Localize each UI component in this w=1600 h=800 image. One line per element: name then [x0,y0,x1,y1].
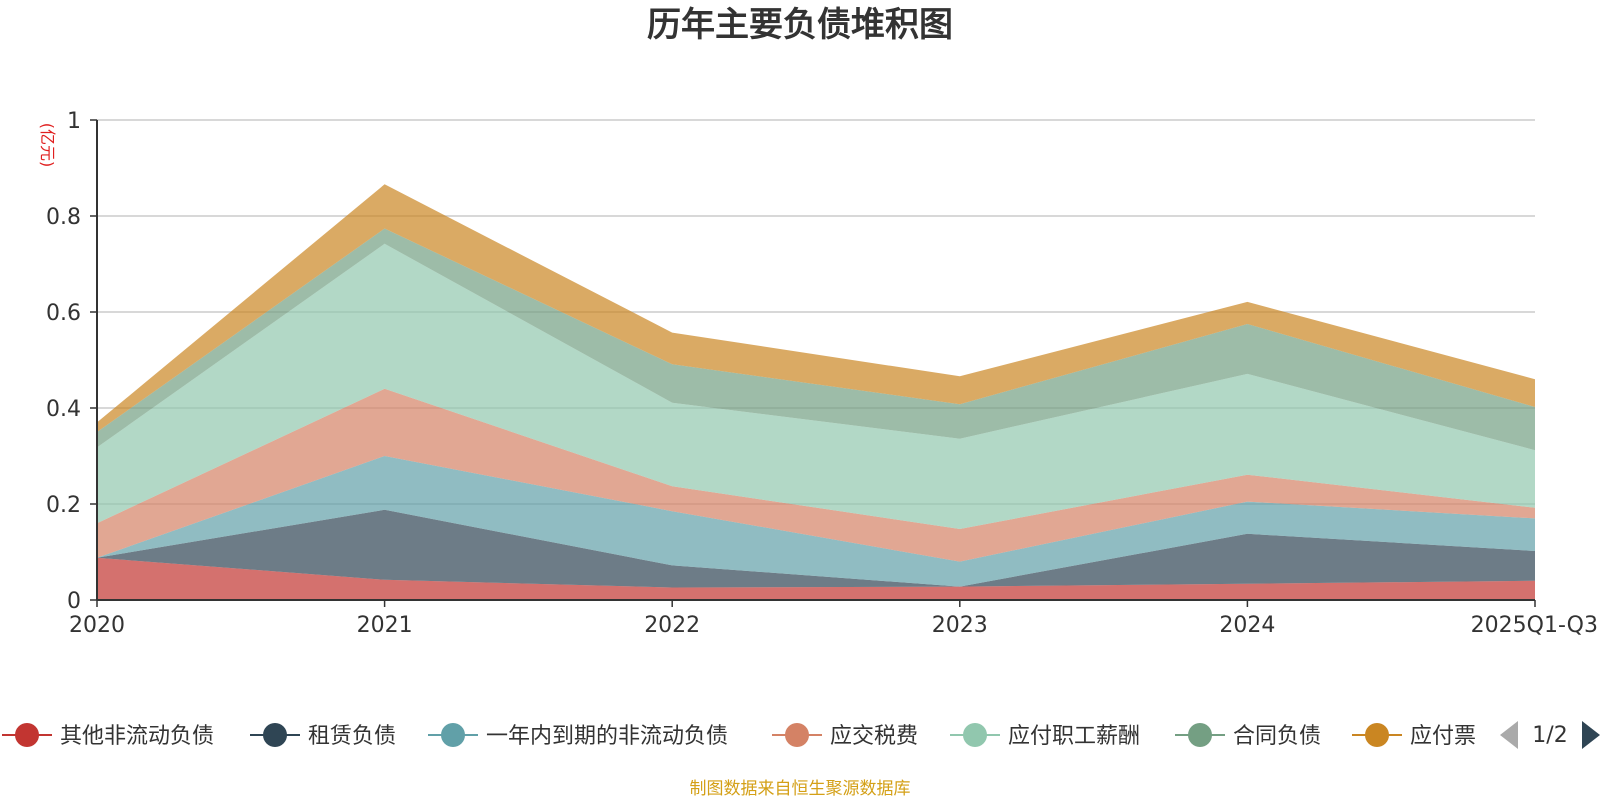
legend-item-0[interactable]: 其他非流动负债 [2,723,214,749]
legend-item-2[interactable]: 一年内到期的非流动负债 [428,723,728,749]
y-tick-label: 0.8 [46,205,81,230]
area-series-5 [97,228,1535,451]
legend-label: 合同负债 [1233,724,1321,749]
legend-item-4[interactable]: 应付职工薪酬 [950,723,1140,749]
y-tick-label: 1 [67,109,81,134]
x-tick-label: 2023 [932,613,988,638]
legend-label: 应付票 [1410,724,1476,749]
legend-marker [785,723,809,747]
y-tick-label: 0 [67,589,81,614]
legend-label: 一年内到期的非流动负债 [486,724,728,749]
legend-label: 其他非流动负债 [60,724,214,749]
area-series-2 [97,456,1535,587]
legend-pager: 1/2 [1500,721,1600,749]
chart-title: 历年主要负债堆积图 [647,5,953,45]
legend-marker [1365,723,1389,747]
legend: 其他非流动负债 租赁负债 一年内到期的非流动负债 应交税费 应付职工薪酬 合同负债 应付票 [2,723,1476,749]
legend-item-1[interactable]: 租赁负债 [250,723,396,749]
x-tick-label: 2022 [644,613,700,638]
y-tick-label: 0.4 [46,397,81,422]
legend-prev-icon[interactable] [1500,721,1518,749]
y-tick-label: 0.6 [46,301,81,326]
area-series-4 [97,243,1535,530]
legend-marker [263,723,287,747]
area-series-3 [97,388,1535,562]
legend-label: 应付职工薪酬 [1008,724,1140,749]
legend-item-5[interactable]: 合同负债 [1175,723,1321,749]
legend-label: 应交税费 [830,724,918,749]
legend-marker [1188,723,1212,747]
y-tick-label: 0.2 [46,493,81,518]
legend-page-indicator: 1/2 [1532,723,1567,748]
x-tick-label: 2024 [1219,613,1275,638]
axes [96,120,1535,601]
stacked-areas [97,184,1535,600]
data-source-note: 制图数据来自恒生聚源数据库 [690,779,911,799]
legend-item-6[interactable]: 应付票 [1352,723,1476,749]
x-tick-label: 2020 [69,613,125,638]
legend-marker [963,723,987,747]
area-series-6 [97,184,1535,432]
y-axis-unit: (亿元) [38,123,57,168]
legend-marker [15,723,39,747]
legend-label: 租赁负债 [308,724,396,749]
legend-marker [441,723,465,747]
legend-item-3[interactable]: 应交税费 [772,723,918,749]
area-series-1 [97,509,1535,588]
area-series-0 [97,557,1535,600]
y-axis-ticks: 0 0.2 0.4 0.6 0.8 1 [46,109,97,614]
x-tick-label: 2021 [357,613,413,638]
x-tick-label: 2025Q1-Q3 [1471,613,1598,638]
legend-next-icon[interactable] [1582,721,1600,749]
x-axis-ticks: 2020 2021 2022 2023 2024 2025Q1-Q3 [69,600,1598,638]
